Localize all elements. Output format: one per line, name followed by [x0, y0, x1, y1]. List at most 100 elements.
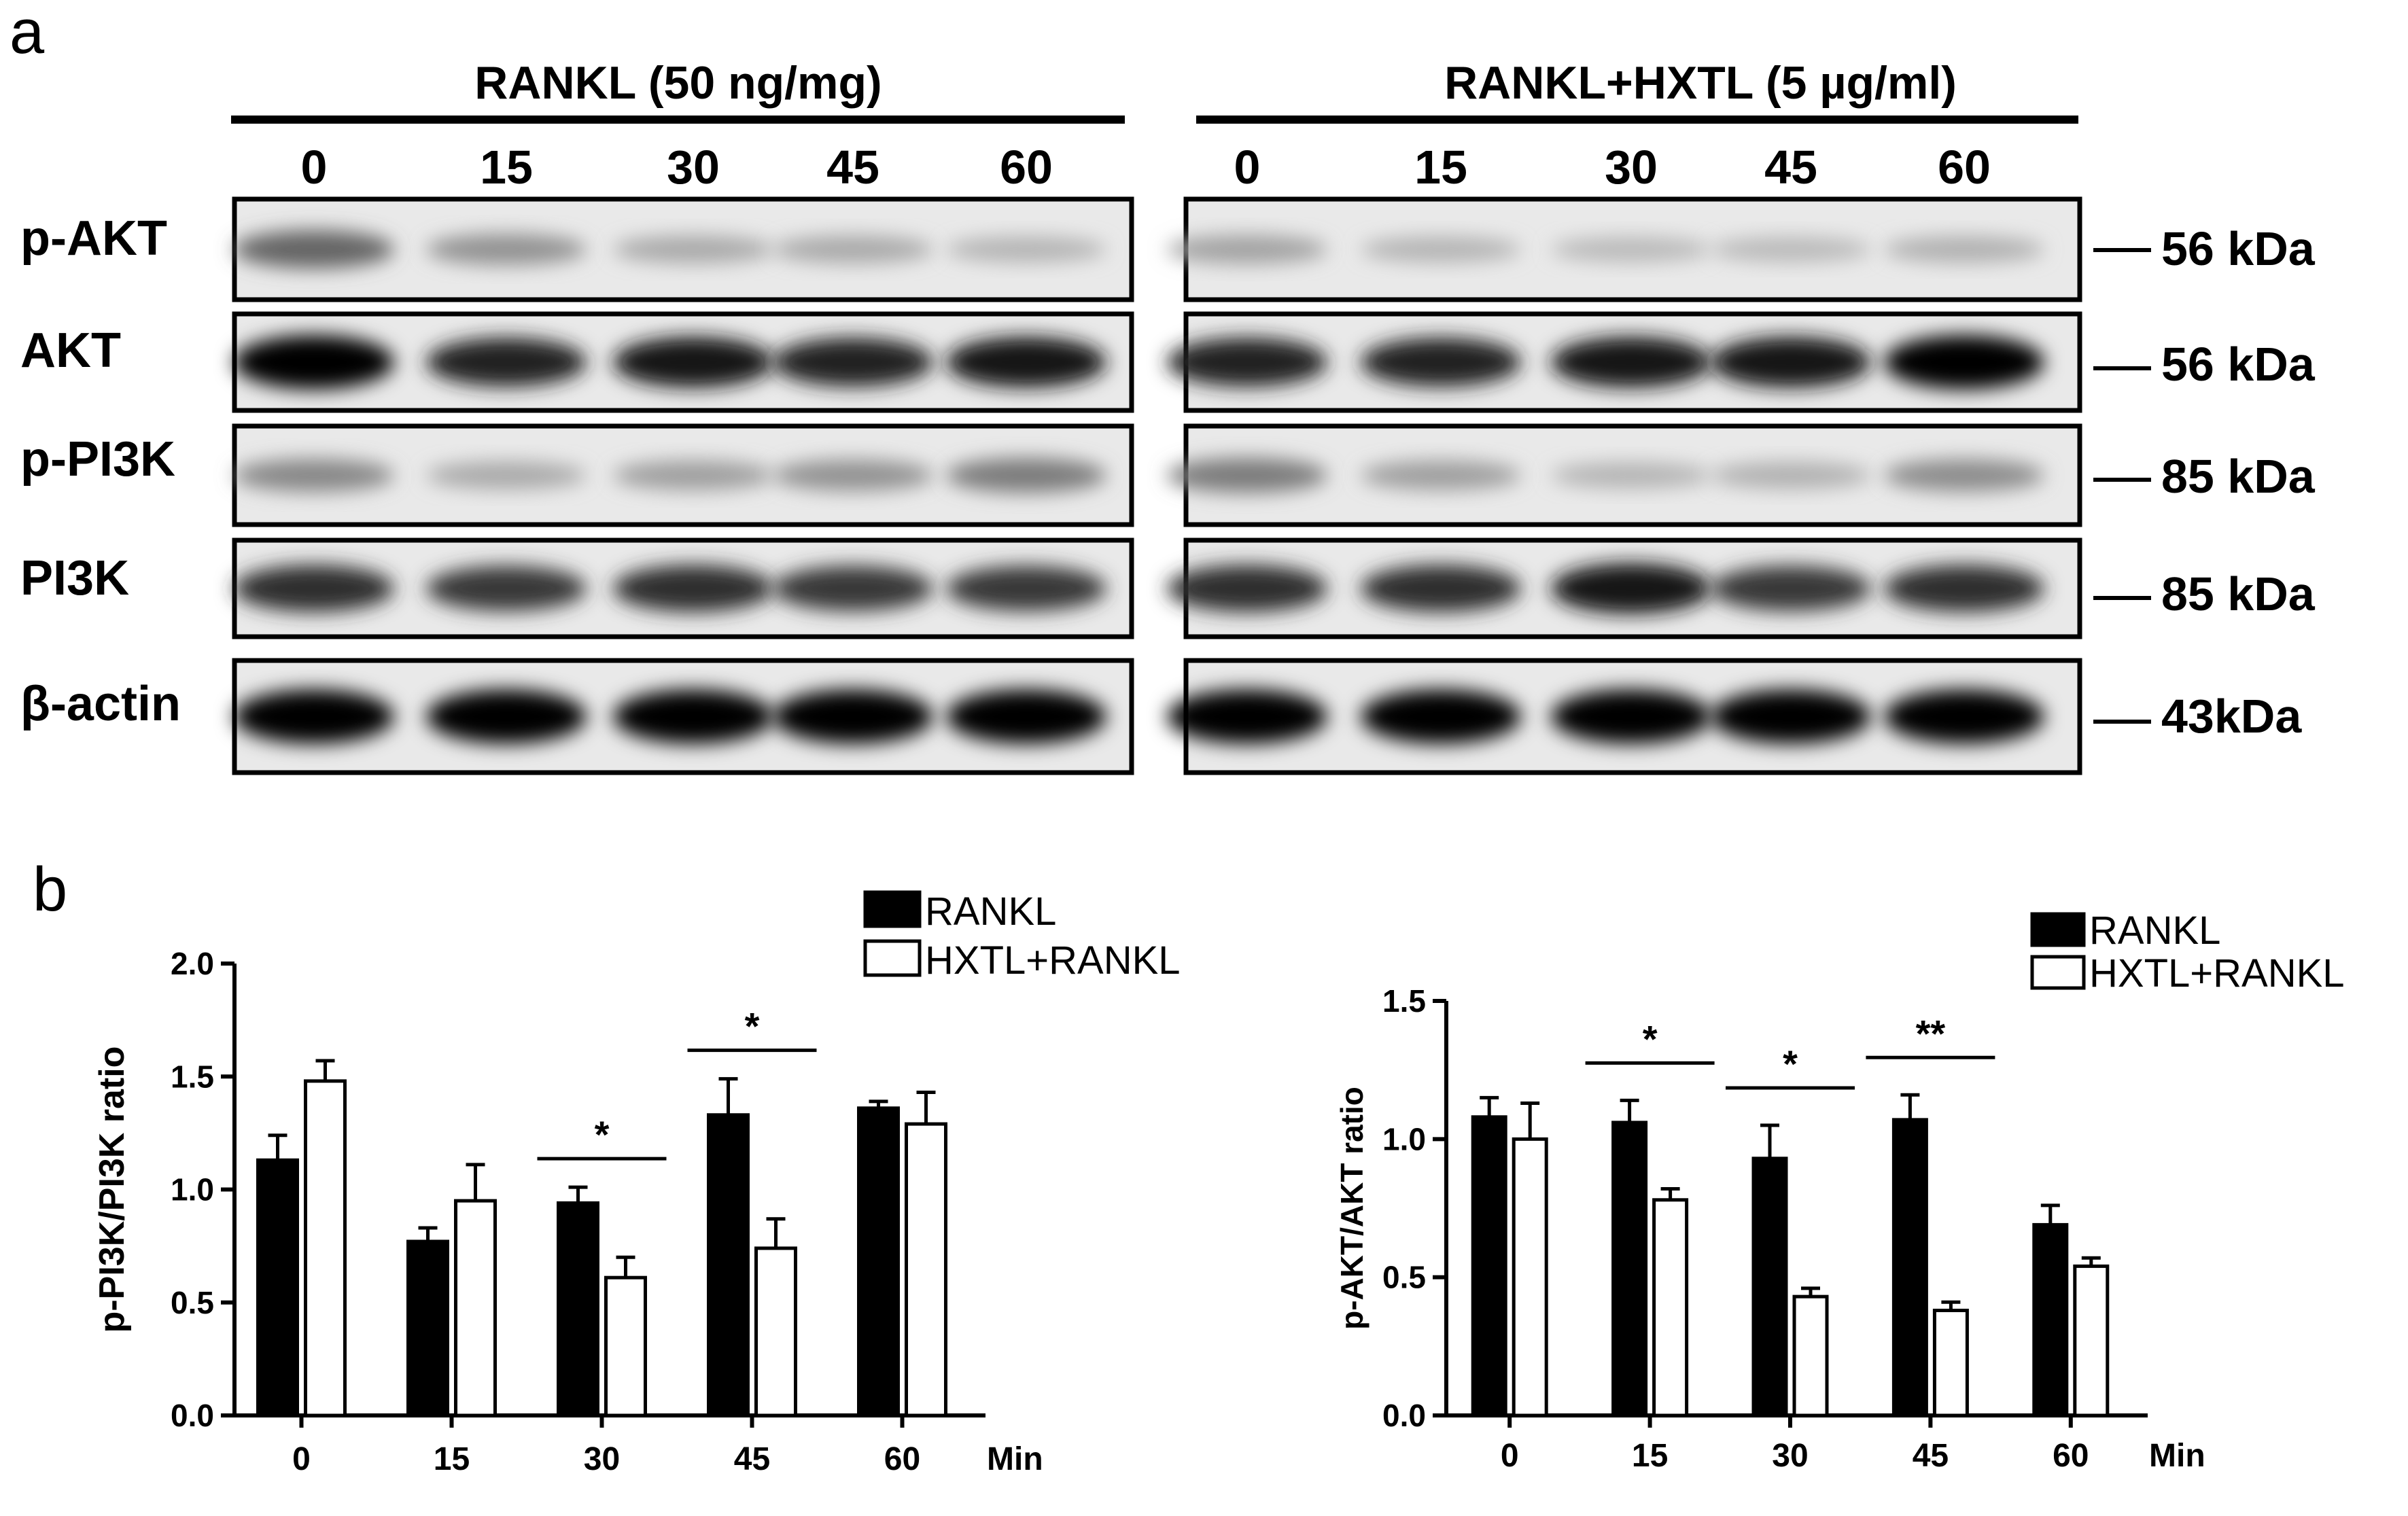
blot-band: [234, 335, 394, 389]
x-tick-label: 45: [734, 1441, 770, 1477]
legend-label: RANKL: [2089, 909, 2220, 953]
blot-band: [1711, 689, 1871, 744]
left-group-title: RANKL (50 ng/mg): [474, 57, 882, 109]
bar-rankl: [2032, 1222, 2069, 1417]
blot-band: [1361, 460, 1521, 491]
y-axis-label: p-PI3K/PI3K ratio: [92, 1046, 132, 1333]
blot-row: PI3K 85 kDa: [20, 537, 2316, 639]
blot-row: p-AKT 56 kDa: [20, 196, 2316, 302]
blot-band: [1711, 461, 1871, 489]
bar-rankl: [557, 1201, 599, 1417]
lane-label: 60: [1938, 141, 1991, 194]
lane-label: 0: [1234, 141, 1261, 194]
bar-rankl: [1751, 1157, 1788, 1417]
lane-label: 30: [1605, 141, 1658, 194]
blot-band: [1711, 236, 1871, 262]
blot-band: [773, 235, 933, 264]
x-tick-label: 60: [884, 1441, 920, 1477]
blot-band: [613, 460, 773, 491]
blot-band: [426, 689, 587, 744]
bar-rankl: [857, 1106, 900, 1417]
y-tick-label: 1.0: [1382, 1121, 1426, 1157]
molecular-weight-label: 85 kDa: [2161, 567, 2316, 620]
x-tick-label: 0: [292, 1441, 311, 1477]
blot-band: [426, 337, 587, 387]
bar-hxtl-rankl: [604, 1275, 647, 1417]
bar-rankl: [1611, 1121, 1648, 1417]
blot-band: [1167, 689, 1327, 744]
blot-band: [613, 565, 773, 612]
blot-band: [234, 565, 394, 612]
blot-band: [946, 336, 1106, 388]
y-axis-label: p-AKT/AKT ratio: [1334, 1087, 1369, 1330]
blot-band: [773, 565, 933, 612]
legend-label: RANKL: [925, 889, 1056, 934]
lane-label: 0: [301, 141, 328, 194]
bar-rankl: [707, 1113, 750, 1417]
blot-band: [1551, 462, 1711, 489]
bar-hxtl-rankl: [1512, 1137, 1548, 1417]
blot-name: AKT: [20, 323, 121, 378]
blot-name: PI3K: [20, 551, 129, 605]
x-tick-label: 60: [2053, 1438, 2089, 1474]
chart-akt-ratio: 0.0 0.5 1.0 1.5 p-AKT/AKT ratio 0 15 30 45 60 Min *…: [1334, 909, 2345, 1474]
right-group-title: RANKL+HXTL (5 µg/ml): [1444, 57, 1957, 109]
y-tick-label: 1.0: [171, 1172, 214, 1207]
legend-swatch-hxtl-rankl: [863, 939, 922, 977]
significance-star: *: [1783, 1042, 1798, 1085]
blot-name: p-PI3K: [20, 432, 175, 487]
lane-label: 30: [667, 141, 720, 194]
x-axis-label: Min: [2149, 1438, 2205, 1474]
blot-band: [773, 689, 933, 744]
blot-band: [773, 459, 933, 491]
blot-band: [946, 565, 1106, 612]
blot-band: [1361, 236, 1521, 263]
x-tick-label: 15: [1632, 1438, 1668, 1474]
bar-hxtl-rankl: [454, 1199, 497, 1417]
blot-band: [234, 689, 394, 744]
blot-band: [1167, 337, 1327, 387]
bar-hxtl-rankl: [905, 1122, 947, 1417]
blot-band: [426, 233, 587, 266]
molecular-weight-label: 43kDa: [2161, 690, 2302, 743]
y-tick-label: 0.5: [1382, 1260, 1426, 1295]
bar-rankl: [1471, 1115, 1507, 1417]
blot-band: [946, 689, 1106, 744]
y-tick-label: 1.5: [1382, 983, 1426, 1019]
blot-band: [1361, 565, 1521, 612]
legend-swatch-rankl: [2030, 912, 2086, 947]
blot-band: [613, 336, 773, 388]
blot-band: [1551, 563, 1711, 614]
bar-rankl: [1891, 1118, 1928, 1417]
blot-band: [1711, 565, 1871, 612]
lane-label: 15: [480, 141, 533, 194]
significance-star: **: [1916, 1012, 1946, 1055]
lane-label: 45: [1764, 141, 1817, 194]
chart-pi3k-ratio: 0.0 0.5 1.0 1.5 2.0 p-PI3K/PI3K ratio 0 15 30 45 6…: [92, 889, 1181, 1477]
panel-a-label: a: [10, 0, 45, 67]
blot-row: p-PI3K 85 kDa: [20, 423, 2316, 527]
western-blots: p-AKT 56 kDa AKT 56 kDa p-PI3K 85 kDa PI3K 85 k…: [20, 196, 2316, 775]
blot-band: [1551, 236, 1711, 262]
blot-band: [1361, 689, 1521, 744]
bar-rankl: [256, 1158, 299, 1417]
blot-band: [1711, 336, 1871, 388]
molecular-weight-label: 85 kDa: [2161, 450, 2316, 503]
legend-swatch-rankl: [863, 890, 922, 928]
x-tick-label: 30: [584, 1441, 620, 1477]
bar-hxtl-rankl: [1792, 1294, 1829, 1417]
blot-band: [1884, 459, 2044, 492]
blot-band: [613, 689, 773, 744]
legend-swatch-hxtl-rankl: [2030, 955, 2086, 990]
blot-band: [1884, 335, 2044, 389]
blot-band: [773, 337, 933, 387]
significance-star: *: [745, 1005, 760, 1048]
molecular-weight-label: 56 kDa: [2161, 338, 2316, 391]
bar-hxtl-rankl: [304, 1079, 347, 1417]
blot-band: [234, 459, 394, 492]
blot-band: [1551, 336, 1711, 388]
blot-band: [1884, 565, 2044, 612]
blot-band: [946, 236, 1106, 263]
